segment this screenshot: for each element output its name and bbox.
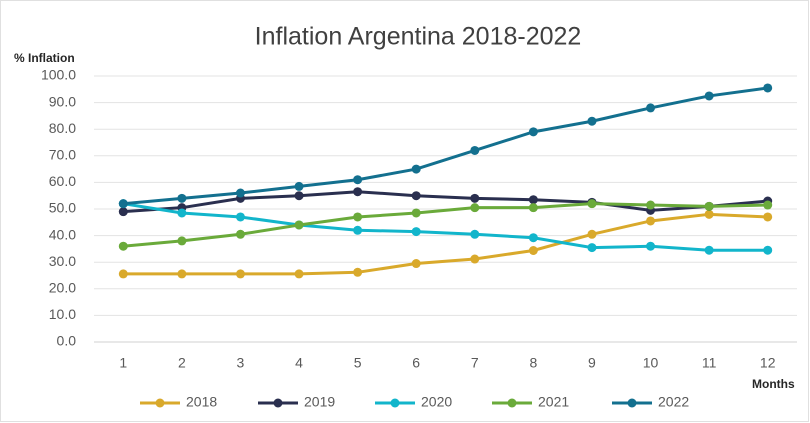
data-point	[763, 212, 773, 222]
data-point	[118, 199, 128, 209]
chart-title: Inflation Argentina 2018-2022	[255, 23, 582, 51]
data-point	[294, 181, 304, 191]
data-point	[411, 208, 421, 218]
y-tick-label: 30.0	[49, 253, 76, 269]
data-point	[470, 145, 480, 155]
data-point	[411, 227, 421, 237]
series-line	[123, 190, 768, 214]
data-point	[704, 201, 714, 211]
data-point	[528, 127, 538, 137]
y-tick-label: 100.0	[41, 67, 76, 83]
data-point	[353, 267, 363, 277]
data-point	[353, 175, 363, 185]
x-tick-label: 1	[119, 355, 127, 371]
data-point	[470, 203, 480, 213]
y-tick-label: 80.0	[49, 120, 76, 136]
data-point	[118, 269, 128, 279]
data-point	[411, 259, 421, 269]
legend-marker	[627, 398, 637, 408]
legend-marker	[273, 398, 283, 408]
legend-marker	[507, 398, 517, 408]
x-tick-label: 12	[760, 355, 776, 371]
x-tick-label: 3	[237, 355, 245, 371]
x-tick-label: 10	[643, 355, 659, 371]
data-point	[587, 229, 597, 239]
data-point	[118, 207, 128, 217]
y-tick-label: 50.0	[49, 200, 76, 216]
data-point	[528, 195, 538, 205]
data-point	[587, 116, 597, 126]
data-point	[118, 241, 128, 251]
data-point	[177, 208, 187, 218]
y-tick-label: 40.0	[49, 226, 76, 242]
legend-label: 2021	[538, 394, 569, 410]
data-point	[294, 220, 304, 230]
data-point	[646, 216, 656, 226]
legend-label: 2020	[421, 394, 452, 410]
data-point	[353, 212, 363, 222]
data-point	[646, 200, 656, 210]
series-line	[123, 202, 768, 248]
data-point	[353, 225, 363, 235]
data-point	[411, 164, 421, 174]
data-point	[235, 229, 245, 239]
series-line	[123, 202, 768, 252]
legend-label: 2019	[304, 394, 335, 410]
x-tick-label: 11	[702, 355, 717, 371]
data-point	[177, 269, 187, 279]
data-point	[470, 254, 480, 264]
y-tick-label: 20.0	[49, 280, 76, 296]
data-point	[177, 236, 187, 246]
x-tick-label: 5	[354, 355, 362, 371]
data-point	[704, 91, 714, 101]
series-line	[123, 212, 768, 276]
data-point	[704, 209, 714, 219]
y-tick-label: 90.0	[49, 93, 76, 109]
x-tick-label: 7	[471, 355, 479, 371]
data-point	[528, 203, 538, 213]
data-point	[704, 245, 714, 255]
data-point	[235, 188, 245, 198]
y-tick-label: 70.0	[49, 147, 76, 163]
data-point	[587, 199, 597, 209]
data-point	[646, 103, 656, 113]
data-point	[411, 191, 421, 201]
legend-marker	[390, 398, 400, 408]
x-tick-label: 6	[412, 355, 420, 371]
legend-label: 2022	[658, 394, 689, 410]
data-point	[177, 193, 187, 203]
x-tick-label: 2	[178, 355, 186, 371]
y-tick-label: 10.0	[49, 306, 76, 322]
y-tick-label: 0.0	[57, 333, 77, 349]
data-point	[235, 269, 245, 279]
legend-marker	[155, 398, 165, 408]
x-tick-label: 9	[588, 355, 596, 371]
data-point	[294, 269, 304, 279]
data-point	[587, 243, 597, 253]
data-point	[294, 191, 304, 201]
x-axis-label: Months	[752, 377, 795, 391]
data-point	[763, 200, 773, 210]
data-point	[470, 193, 480, 203]
x-tick-label: 8	[529, 355, 537, 371]
y-axis-label: % Inflation	[14, 51, 75, 65]
data-point	[235, 212, 245, 222]
data-point	[763, 245, 773, 255]
data-point	[353, 187, 363, 197]
data-point	[528, 233, 538, 243]
data-point	[646, 241, 656, 251]
y-tick-label: 60.0	[49, 173, 76, 189]
data-point	[470, 229, 480, 239]
data-point	[763, 83, 773, 93]
x-tick-label: 4	[295, 355, 303, 371]
series-line	[123, 86, 768, 206]
legend-label: 2018	[186, 394, 217, 410]
data-point	[528, 245, 538, 255]
